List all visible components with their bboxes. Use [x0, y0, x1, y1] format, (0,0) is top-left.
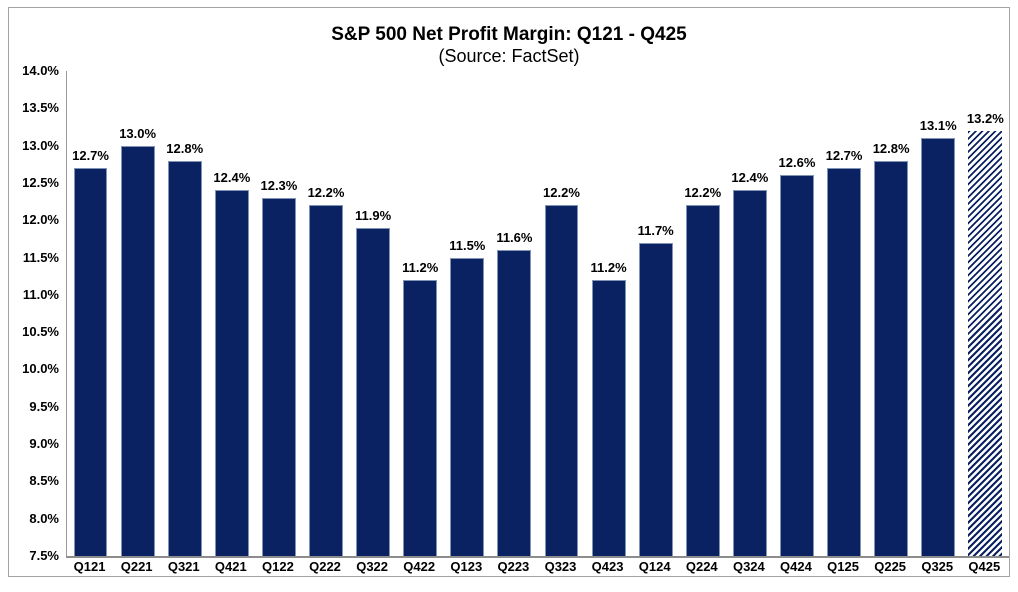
- y-tick-label: 14.0%: [22, 63, 59, 78]
- bar-slot: 11.7%: [632, 71, 679, 556]
- bar-slot: 11.5%: [444, 71, 491, 556]
- bar: [450, 257, 485, 556]
- bar-value-label: 12.8%: [166, 140, 204, 156]
- bar: [403, 279, 438, 556]
- bar: [120, 145, 155, 556]
- bar-slot: 11.6%: [491, 71, 538, 556]
- x-category-label: Q225: [874, 559, 907, 574]
- x-category-label: Q425: [968, 559, 1001, 574]
- x-category-label: Q221: [120, 559, 153, 574]
- x-category-label: Q323: [544, 559, 577, 574]
- bar: [874, 160, 909, 556]
- x-category-label: Q421: [214, 559, 247, 574]
- x-category-label: Q223: [497, 559, 530, 574]
- bar-value-label: 12.7%: [72, 148, 109, 163]
- bar-slot: 11.9%: [350, 71, 397, 556]
- bar-value-label: 12.2%: [307, 185, 345, 201]
- bar-slot: 12.3%: [255, 71, 302, 556]
- bar-value-label: 11.2%: [590, 259, 627, 275]
- bar: [261, 197, 296, 556]
- bar-value-label: 12.7%: [825, 148, 863, 163]
- bar-value-label: 11.5%: [449, 237, 486, 253]
- bar-slot: 12.2%: [302, 71, 349, 556]
- bar-value-label: 12.6%: [778, 155, 816, 171]
- bar: [685, 205, 720, 556]
- bar-slot: 12.4%: [208, 71, 255, 556]
- y-tick-label: 12.5%: [22, 174, 59, 190]
- bar: [827, 168, 861, 556]
- x-category-label: Q324: [732, 559, 765, 574]
- bar-value-label: 11.7%: [637, 222, 674, 238]
- bar-slot: 12.2%: [679, 71, 726, 556]
- y-tick-label: 8.5%: [29, 473, 59, 489]
- bar-slot: 12.8%: [868, 71, 915, 556]
- y-tick-label: 11.5%: [22, 249, 59, 265]
- chart-title: S&P 500 Net Profit Margin: Q121 - Q425: [331, 24, 687, 45]
- y-tick-label: 13.0%: [22, 137, 59, 153]
- bar-slot: 12.2%: [538, 71, 585, 556]
- bar-value-label: 13.2%: [966, 110, 1004, 126]
- bar-value-label: 12.2%: [543, 185, 580, 201]
- y-tick-label: 12.0%: [22, 212, 59, 228]
- x-category-label: Q125: [827, 559, 859, 574]
- bar-slot: 13.2%: [962, 71, 1009, 556]
- bar-slot: 13.0%: [114, 71, 161, 556]
- x-category-label: Q322: [356, 559, 389, 574]
- x-category-label: Q123: [450, 559, 483, 574]
- y-tick-label: 9.5%: [29, 398, 59, 414]
- bar-value-label: 12.3%: [260, 177, 298, 193]
- chart-subtitle: (Source: FactSet): [438, 46, 580, 66]
- bar: [921, 138, 956, 556]
- bar-value-label: 13.0%: [119, 125, 157, 141]
- y-tick-label: 10.5%: [22, 324, 59, 340]
- bar: [591, 279, 626, 556]
- bar-value-label: 11.6%: [496, 230, 533, 246]
- x-category-label: Q424: [780, 559, 812, 574]
- bar-slot: 13.1%: [915, 71, 962, 556]
- x-category-label: Q423: [591, 559, 624, 574]
- x-category-label: Q122: [262, 559, 294, 574]
- bar-hatched: [968, 130, 1003, 556]
- bar-value-label: 13.1%: [919, 118, 957, 134]
- bar-value-label: 12.4%: [731, 170, 769, 186]
- bar: [732, 190, 767, 556]
- bar-value-label: 12.8%: [872, 140, 910, 156]
- bar: [167, 160, 202, 556]
- bar: [638, 242, 673, 556]
- bar-slot: 12.7%: [67, 71, 114, 556]
- x-axis-labels: Q121 Q221 Q321 Q421 Q122 Q222 Q322 Q422 Q123 Q223…: [66, 560, 1008, 574]
- bar-value-label: 11.2%: [402, 259, 439, 275]
- bar-slot: 11.2%: [585, 71, 632, 556]
- x-category-label: Q124: [638, 559, 671, 574]
- bar: [214, 190, 249, 556]
- bars-container: 12.7% 13.0% 12.8% 12.4% 12.3% 12.2% 11.9% 11.2%…: [67, 71, 1009, 556]
- x-category-label: Q321: [167, 559, 200, 574]
- bar: [779, 175, 814, 556]
- bar-slot: 12.7%: [821, 71, 868, 556]
- x-category-label: Q224: [685, 559, 718, 574]
- y-tick-label: 9.0%: [29, 436, 59, 452]
- y-tick-label: 10.0%: [22, 361, 59, 377]
- bar-slot: 12.4%: [726, 71, 773, 556]
- y-tick-label: 13.5%: [22, 100, 59, 116]
- y-tick-label: 7.5%: [29, 548, 59, 563]
- y-tick-label: 8.0%: [29, 510, 59, 526]
- bar-slot: 11.2%: [397, 71, 444, 556]
- bar: [309, 205, 343, 556]
- y-tick-label: 11.0%: [22, 286, 59, 302]
- bar: [356, 227, 391, 556]
- x-category-label: Q222: [309, 559, 341, 574]
- x-category-label: Q121: [73, 559, 106, 574]
- bar: [544, 205, 579, 556]
- bar: [497, 250, 532, 556]
- bar-slot: 12.6%: [773, 71, 820, 556]
- bar-slot: 12.8%: [161, 71, 208, 556]
- bar-value-label: 12.2%: [684, 185, 722, 201]
- bar: [73, 168, 108, 556]
- plot-area: 12.7% 13.0% 12.8% 12.4% 12.3% 12.2% 11.9% 11.2%…: [22, 64, 1009, 563]
- bar-value-label: 11.9%: [355, 207, 392, 223]
- x-category-label: Q325: [921, 559, 954, 574]
- x-category-label: Q422: [403, 559, 436, 574]
- bar-value-label: 12.4%: [213, 170, 251, 186]
